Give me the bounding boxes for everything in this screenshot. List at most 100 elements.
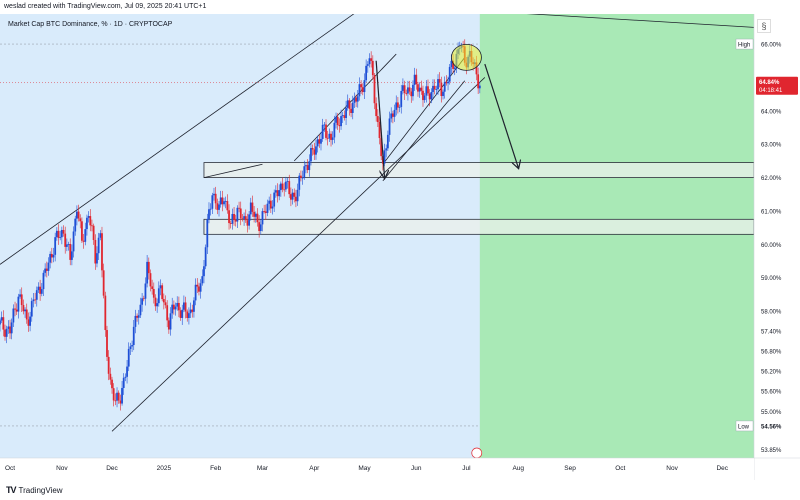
candle-body [383, 150, 386, 164]
candle-body [340, 116, 342, 127]
time-axis[interactable]: Oct Nov Dec 2025 Feb Mar Apr May Jun Jul Aug Sep Oct… [0, 457, 800, 480]
price-axis[interactable]: 66.00% 64.00% 63.00% 62.00% 61.00% 60.00% 59.0… [735, 14, 800, 480]
candle-body [418, 87, 421, 92]
candle-body [172, 304, 175, 310]
candle-body [74, 218, 77, 232]
candle-body [55, 230, 58, 238]
time-tick-label: Oct [5, 465, 15, 472]
candle-body [35, 290, 38, 300]
candle-body [65, 244, 68, 247]
candle-body [325, 124, 327, 138]
candle-body [81, 221, 83, 241]
candle-body [271, 206, 274, 209]
candle-body [5, 328, 8, 337]
candle-body [198, 286, 200, 292]
candle-body [286, 181, 289, 182]
candle-body [378, 122, 381, 139]
price-tick-label: 58.00% [761, 310, 782, 316]
candle-body [261, 211, 264, 225]
candle-body [417, 84, 419, 92]
lower-wedge-upper [382, 57, 466, 165]
time-tick-label: Oct [615, 465, 625, 472]
candle-body [410, 91, 413, 97]
candle-body [343, 115, 346, 119]
candle-body [219, 197, 222, 205]
candle-body [376, 116, 379, 123]
candle-body [77, 211, 80, 219]
candle-body [412, 84, 414, 97]
candle-body [373, 75, 376, 104]
candle-body [117, 392, 120, 401]
candle-body [176, 302, 179, 307]
candle-body [386, 134, 389, 149]
candle-body [189, 309, 192, 314]
candle-body [64, 233, 67, 247]
candle-body [70, 251, 73, 260]
candle-body [224, 201, 227, 202]
candle-body [433, 85, 436, 90]
candle-body [0, 320, 1, 325]
footer-bar [0, 480, 800, 500]
candle-body [204, 247, 207, 267]
time-tick-label: Dec [106, 465, 118, 472]
candle-body [425, 86, 428, 96]
candle-body [259, 224, 262, 232]
settings-icon[interactable]: § [757, 19, 771, 33]
candle-body [17, 296, 20, 312]
current-price-label: 64.84% [759, 80, 780, 86]
candle-body [400, 90, 403, 107]
candle-body [131, 345, 133, 347]
candle-body [336, 116, 339, 126]
candle-body [146, 261, 149, 284]
candle-body [363, 80, 366, 93]
candle-body [407, 87, 409, 94]
candle-body [216, 203, 219, 210]
candle-body [256, 213, 259, 223]
candle-body [239, 208, 242, 219]
tradingview-brand: TradingView [18, 485, 63, 495]
zones [203, 14, 755, 458]
high-tag [735, 38, 754, 50]
outer-channel-upper [0, 3, 369, 265]
candle-body [393, 109, 396, 117]
candle-body [169, 313, 172, 330]
candle-body [335, 116, 337, 123]
candle-body [112, 388, 115, 401]
candle-body [351, 102, 354, 113]
candle-body [164, 302, 167, 306]
candle-body [45, 268, 48, 271]
time-tick-label: Jul [462, 465, 471, 472]
candle-body [413, 74, 416, 85]
candle-body [403, 85, 406, 94]
candle-body [20, 294, 23, 306]
candle-body [448, 66, 451, 82]
candle-body [121, 387, 123, 404]
candle-body [229, 223, 232, 224]
candle-body [388, 118, 391, 135]
price-tick-label: 66.00% [761, 43, 782, 49]
candle-body [301, 177, 304, 179]
time-tick-label: Apr [309, 465, 320, 472]
candles [0, 39, 481, 411]
candle-body [126, 366, 128, 377]
candle-body [268, 200, 271, 204]
candle-body [264, 211, 267, 213]
event-lightning-icon[interactable] [471, 447, 483, 459]
tradingview-logo[interactable]: TV TradingView [6, 485, 63, 495]
candle-body [246, 220, 249, 226]
candle-body [54, 237, 57, 255]
candle-body [89, 216, 92, 226]
candle-body [236, 207, 239, 222]
candle-body [228, 210, 230, 224]
candle-body [447, 81, 449, 84]
candle-body [290, 194, 292, 200]
candle-body [86, 217, 88, 230]
candle-body [147, 261, 150, 274]
candle-body [253, 211, 256, 217]
low-value-badge: 54.56% [761, 424, 782, 430]
candle-body [445, 82, 448, 84]
candle-body [380, 138, 383, 157]
candle-body [151, 286, 154, 289]
candle-body [10, 322, 13, 334]
